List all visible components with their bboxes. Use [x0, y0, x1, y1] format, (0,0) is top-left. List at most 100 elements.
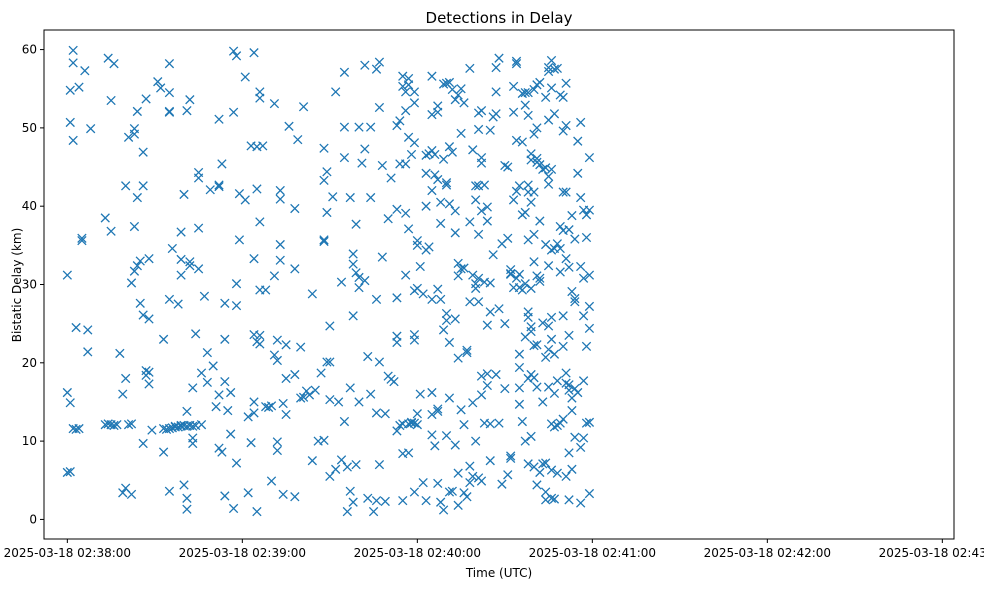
data-point: [549, 349, 560, 359]
data-point: [272, 335, 282, 345]
data-point: [298, 102, 309, 112]
data-point: [578, 273, 589, 283]
data-point: [561, 378, 571, 388]
data-point: [450, 440, 460, 450]
data-point: [468, 471, 478, 482]
data-point: [132, 106, 142, 117]
data-point: [322, 357, 332, 367]
x-axis: 2025-03-18 02:38:00 2025-03-18 02:39:00 20…: [4, 539, 984, 560]
data-point: [366, 192, 376, 203]
data-point: [374, 357, 385, 367]
data-point: [325, 471, 335, 482]
data-point: [581, 232, 592, 243]
y-tick-label: 40: [22, 199, 37, 213]
data-point: [436, 197, 446, 207]
data-point: [62, 467, 72, 478]
data-point: [118, 389, 128, 399]
data-point: [558, 341, 568, 352]
data-point: [514, 181, 525, 191]
data-point: [543, 344, 554, 355]
data-point: [433, 406, 443, 417]
data-point: [584, 152, 595, 163]
data-point: [538, 397, 548, 407]
data-point: [576, 498, 586, 508]
data-point: [514, 362, 525, 373]
data-point: [182, 406, 192, 417]
data-point: [576, 261, 586, 272]
data-point: [535, 467, 545, 478]
data-point: [427, 430, 437, 440]
data-point: [371, 495, 382, 506]
data-point: [444, 77, 455, 88]
data-point: [476, 371, 487, 381]
data-point: [450, 314, 460, 324]
data-point: [348, 259, 358, 269]
data-point: [491, 87, 501, 97]
data-point: [523, 459, 533, 469]
data-point: [278, 489, 288, 500]
data-point: [144, 367, 154, 377]
data-point: [468, 398, 478, 408]
data-point: [450, 206, 460, 216]
data-point: [412, 409, 422, 419]
data-point: [158, 447, 169, 457]
data-point: [342, 462, 352, 472]
data-point: [80, 66, 90, 76]
data-point: [331, 464, 341, 474]
data-point: [138, 147, 148, 157]
data-point: [453, 353, 463, 363]
data-point: [191, 329, 201, 339]
data-point: [401, 159, 411, 169]
data-point: [511, 186, 522, 196]
data-point: [450, 228, 460, 238]
data-point: [135, 298, 145, 308]
data-point: [543, 179, 554, 189]
data-point: [421, 201, 431, 211]
data-point: [141, 94, 151, 104]
data-point: [307, 456, 317, 466]
data-point: [535, 276, 545, 287]
data-point: [561, 78, 571, 88]
data-point: [217, 159, 227, 169]
data-point: [196, 368, 207, 378]
data-point: [441, 178, 452, 188]
data-point: [514, 349, 525, 359]
data-point: [199, 291, 210, 301]
data-point: [409, 98, 420, 108]
data-point: [255, 87, 265, 97]
data-point: [450, 95, 460, 105]
data-point: [228, 503, 239, 514]
data-point: [500, 383, 510, 394]
data-point: [561, 187, 571, 197]
data-point: [491, 369, 501, 380]
data-point: [228, 46, 239, 56]
data-point: [529, 129, 539, 139]
data-point: [561, 368, 571, 378]
data-point: [196, 420, 207, 430]
data-point: [570, 383, 580, 394]
data-point: [290, 203, 300, 214]
data-point: [132, 261, 142, 271]
data-point: [220, 376, 230, 387]
data-point: [523, 87, 533, 98]
data-point: [552, 468, 562, 478]
data-point: [366, 389, 376, 399]
data-point: [549, 388, 560, 399]
data-point: [427, 145, 437, 156]
data-point: [459, 420, 469, 430]
data-point: [511, 135, 522, 146]
data-point: [126, 278, 137, 288]
data-point: [508, 195, 519, 205]
data-point: [471, 279, 481, 289]
data-point: [138, 438, 148, 449]
data-point: [532, 480, 542, 490]
data-point: [506, 264, 516, 275]
data-point: [532, 123, 542, 133]
data-point: [269, 271, 280, 281]
x-tick-label: 2025-03-18 02:42:00: [704, 546, 831, 560]
data-point: [441, 308, 452, 319]
data-point: [409, 87, 420, 97]
data-point: [328, 192, 338, 202]
data-point: [226, 429, 236, 439]
data-point: [360, 60, 370, 70]
